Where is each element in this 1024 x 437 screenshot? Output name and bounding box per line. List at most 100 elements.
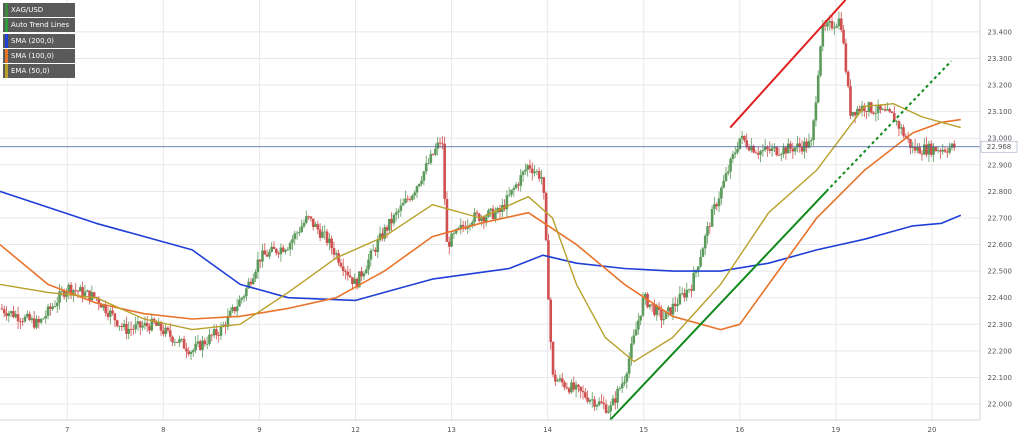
candle-body — [401, 202, 405, 206]
candle-body — [828, 20, 832, 23]
candle-body — [913, 146, 917, 151]
candle-body — [865, 111, 868, 113]
candle-body — [823, 25, 827, 27]
candle-body — [897, 121, 901, 129]
candle-body — [85, 290, 89, 292]
candle-body — [311, 218, 315, 227]
y-tick-label: 23.200 — [988, 82, 1013, 90]
candle-body — [946, 151, 949, 153]
candle-body — [720, 187, 723, 199]
candle-body — [441, 143, 444, 145]
candle-body — [809, 140, 813, 141]
candle-body — [890, 111, 894, 114]
candle-body — [925, 144, 928, 155]
candle-body — [699, 256, 702, 267]
candle-body — [76, 290, 80, 292]
candle-body — [443, 143, 446, 200]
candle-body — [355, 278, 359, 288]
candle-body — [480, 217, 483, 221]
candle-body — [378, 233, 382, 241]
candle-body — [249, 281, 253, 285]
candle-body — [265, 254, 269, 257]
candle-body — [902, 127, 905, 136]
candle-body — [761, 150, 765, 152]
y-tick-label: 23.100 — [988, 108, 1013, 116]
candle-body — [240, 297, 244, 300]
legend-item-xagusd[interactable]: XAG/USD — [3, 3, 76, 17]
candle-body — [122, 323, 126, 327]
candle-body — [132, 328, 135, 330]
candle-body — [118, 326, 121, 327]
candle-body — [535, 171, 539, 172]
candle-body — [784, 147, 788, 154]
candle-body — [298, 232, 301, 233]
candle-body — [643, 293, 647, 298]
candle-body — [936, 150, 940, 152]
candle-body — [79, 287, 82, 292]
candle-body — [895, 121, 898, 122]
candle-body — [332, 248, 336, 255]
candle-body — [574, 384, 578, 390]
candle-body — [334, 253, 338, 255]
candle-body — [713, 204, 716, 210]
candle-body — [632, 335, 636, 344]
x-tick-label: 16 — [735, 426, 744, 434]
candle-body — [344, 271, 347, 272]
candle-body — [627, 358, 631, 374]
candle-body — [703, 235, 707, 249]
candle-body — [537, 171, 541, 179]
candle-body — [876, 105, 880, 114]
candle-body — [542, 177, 546, 193]
candle-body — [67, 284, 71, 292]
candle-body — [514, 184, 518, 189]
candle-body — [943, 149, 947, 152]
candle-body — [321, 232, 324, 238]
candle-body — [586, 397, 589, 402]
candle-body — [208, 334, 211, 344]
candle-body — [793, 147, 797, 152]
candle-body — [143, 322, 147, 326]
candle-body — [219, 326, 223, 336]
candle-body — [0, 308, 4, 310]
candle-body — [738, 138, 742, 149]
candle-body — [275, 248, 278, 254]
candle-body — [277, 253, 280, 255]
candle-body — [826, 22, 829, 27]
candle-body — [201, 340, 204, 350]
candle-body — [37, 318, 41, 323]
candle-body — [664, 311, 668, 319]
candle-body — [740, 135, 744, 139]
candle-body — [710, 209, 714, 227]
candle-body — [19, 321, 22, 323]
candle-body — [927, 143, 931, 155]
candle-body — [300, 226, 303, 233]
legend-item-sma-100[interactable]: SMA (100,0) — [3, 48, 76, 63]
candle-body — [55, 302, 59, 307]
candle-body — [814, 102, 818, 121]
candle-body — [952, 143, 956, 148]
candle-body — [613, 398, 617, 403]
legend: XAG/USD Auto Trend Lines SMA (200,0) SMA… — [3, 3, 76, 79]
candle-body — [28, 313, 31, 321]
candle-body — [284, 250, 287, 252]
candle-body — [256, 259, 260, 272]
candle-body — [42, 318, 45, 320]
candle-body — [858, 108, 862, 112]
candle-body — [650, 304, 654, 306]
candle-body — [685, 289, 689, 298]
candle-body — [145, 322, 149, 327]
candle-body — [609, 405, 612, 412]
candle-body — [339, 262, 343, 267]
candle-body — [791, 148, 795, 152]
candle-body — [120, 326, 124, 327]
x-tick-label: 15 — [639, 426, 648, 434]
candle-body — [846, 71, 850, 87]
legend-item-auto-trend-lines[interactable]: Auto Trend Lines — [3, 18, 76, 33]
candle-body — [547, 240, 550, 300]
legend-item-sma-200[interactable]: SMA (200,0) — [3, 33, 76, 48]
candle-body — [293, 233, 297, 240]
legend-item-ema-50[interactable]: EMA (50,0) — [3, 64, 76, 79]
candle-body — [775, 146, 778, 155]
ema-50-line — [0, 102, 961, 363]
